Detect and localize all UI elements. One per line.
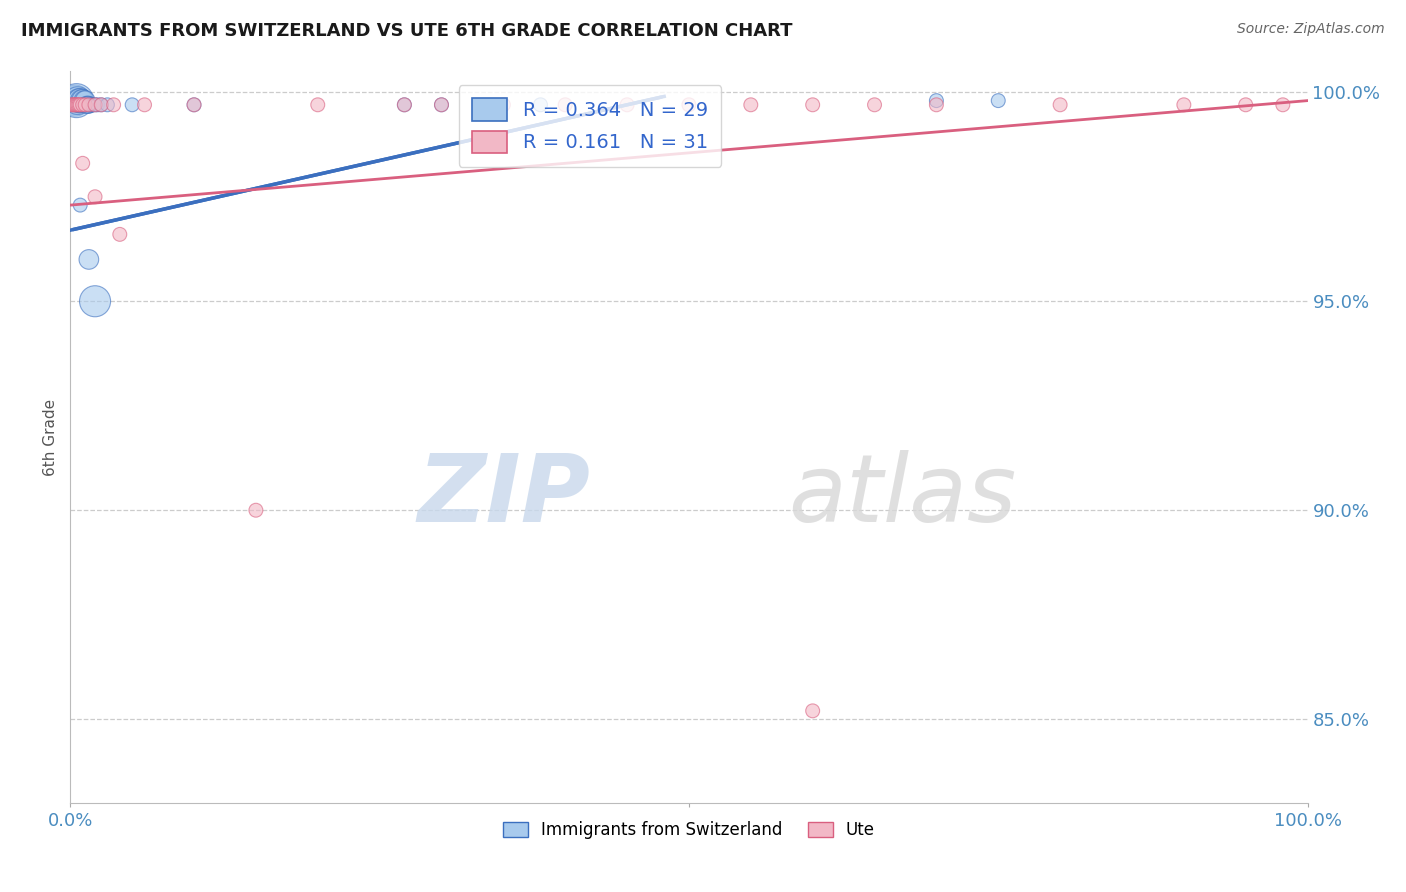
Point: [529, 97, 551, 112]
Point: [1234, 97, 1257, 112]
Point: [430, 97, 453, 112]
Point: [925, 94, 948, 108]
Point: [1173, 97, 1195, 112]
Point: [307, 97, 329, 112]
Point: [62, 94, 84, 108]
Legend: Immigrants from Switzerland, Ute: Immigrants from Switzerland, Ute: [496, 814, 882, 846]
Point: [72, 156, 94, 170]
Point: [67, 97, 90, 112]
Point: [69, 97, 91, 112]
Point: [430, 97, 453, 112]
Point: [70, 94, 93, 108]
Point: [63, 94, 86, 108]
Point: [108, 227, 131, 242]
Point: [75, 97, 97, 112]
Point: [60, 97, 83, 112]
Point: [79, 97, 101, 112]
Point: [90, 97, 112, 112]
Point: [84, 190, 107, 204]
Point: [801, 97, 824, 112]
Point: [103, 97, 125, 112]
Point: [134, 97, 156, 112]
Point: [65, 97, 87, 112]
Point: [1271, 97, 1294, 112]
Point: [121, 97, 143, 112]
Point: [72, 94, 94, 108]
Point: [492, 97, 515, 112]
Point: [183, 97, 205, 112]
Point: [90, 97, 112, 112]
Point: [394, 97, 416, 112]
Point: [84, 97, 107, 112]
Point: [77, 252, 100, 267]
Point: [75, 94, 97, 108]
Point: [84, 97, 107, 112]
Point: [66, 97, 89, 112]
Point: [75, 97, 97, 112]
Text: IMMIGRANTS FROM SWITZERLAND VS UTE 6TH GRADE CORRELATION CHART: IMMIGRANTS FROM SWITZERLAND VS UTE 6TH G…: [21, 22, 793, 40]
Point: [65, 94, 87, 108]
Point: [616, 97, 638, 112]
Point: [394, 97, 416, 112]
Point: [66, 94, 89, 108]
Point: [77, 97, 100, 112]
Text: atlas: atlas: [787, 450, 1017, 541]
Text: Source: ZipAtlas.com: Source: ZipAtlas.com: [1237, 22, 1385, 37]
Text: ZIP: ZIP: [418, 450, 591, 541]
Point: [69, 198, 91, 212]
Point: [67, 94, 90, 108]
Point: [245, 503, 267, 517]
Point: [77, 97, 100, 112]
Point: [76, 97, 98, 112]
Point: [84, 294, 107, 309]
Point: [801, 704, 824, 718]
Point: [1049, 97, 1071, 112]
Point: [740, 97, 762, 112]
Point: [62, 97, 84, 112]
Point: [678, 97, 700, 112]
Point: [863, 97, 886, 112]
Point: [183, 97, 205, 112]
Point: [82, 97, 104, 112]
Point: [80, 97, 103, 112]
Point: [987, 94, 1010, 108]
Point: [925, 97, 948, 112]
Point: [69, 94, 91, 108]
Point: [86, 97, 108, 112]
Point: [73, 94, 96, 108]
Point: [65, 97, 87, 112]
Point: [72, 97, 94, 112]
Point: [63, 97, 86, 112]
Y-axis label: 6th Grade: 6th Grade: [44, 399, 59, 475]
Point: [96, 97, 118, 112]
Point: [60, 94, 83, 108]
Point: [554, 97, 576, 112]
Point: [65, 94, 87, 108]
